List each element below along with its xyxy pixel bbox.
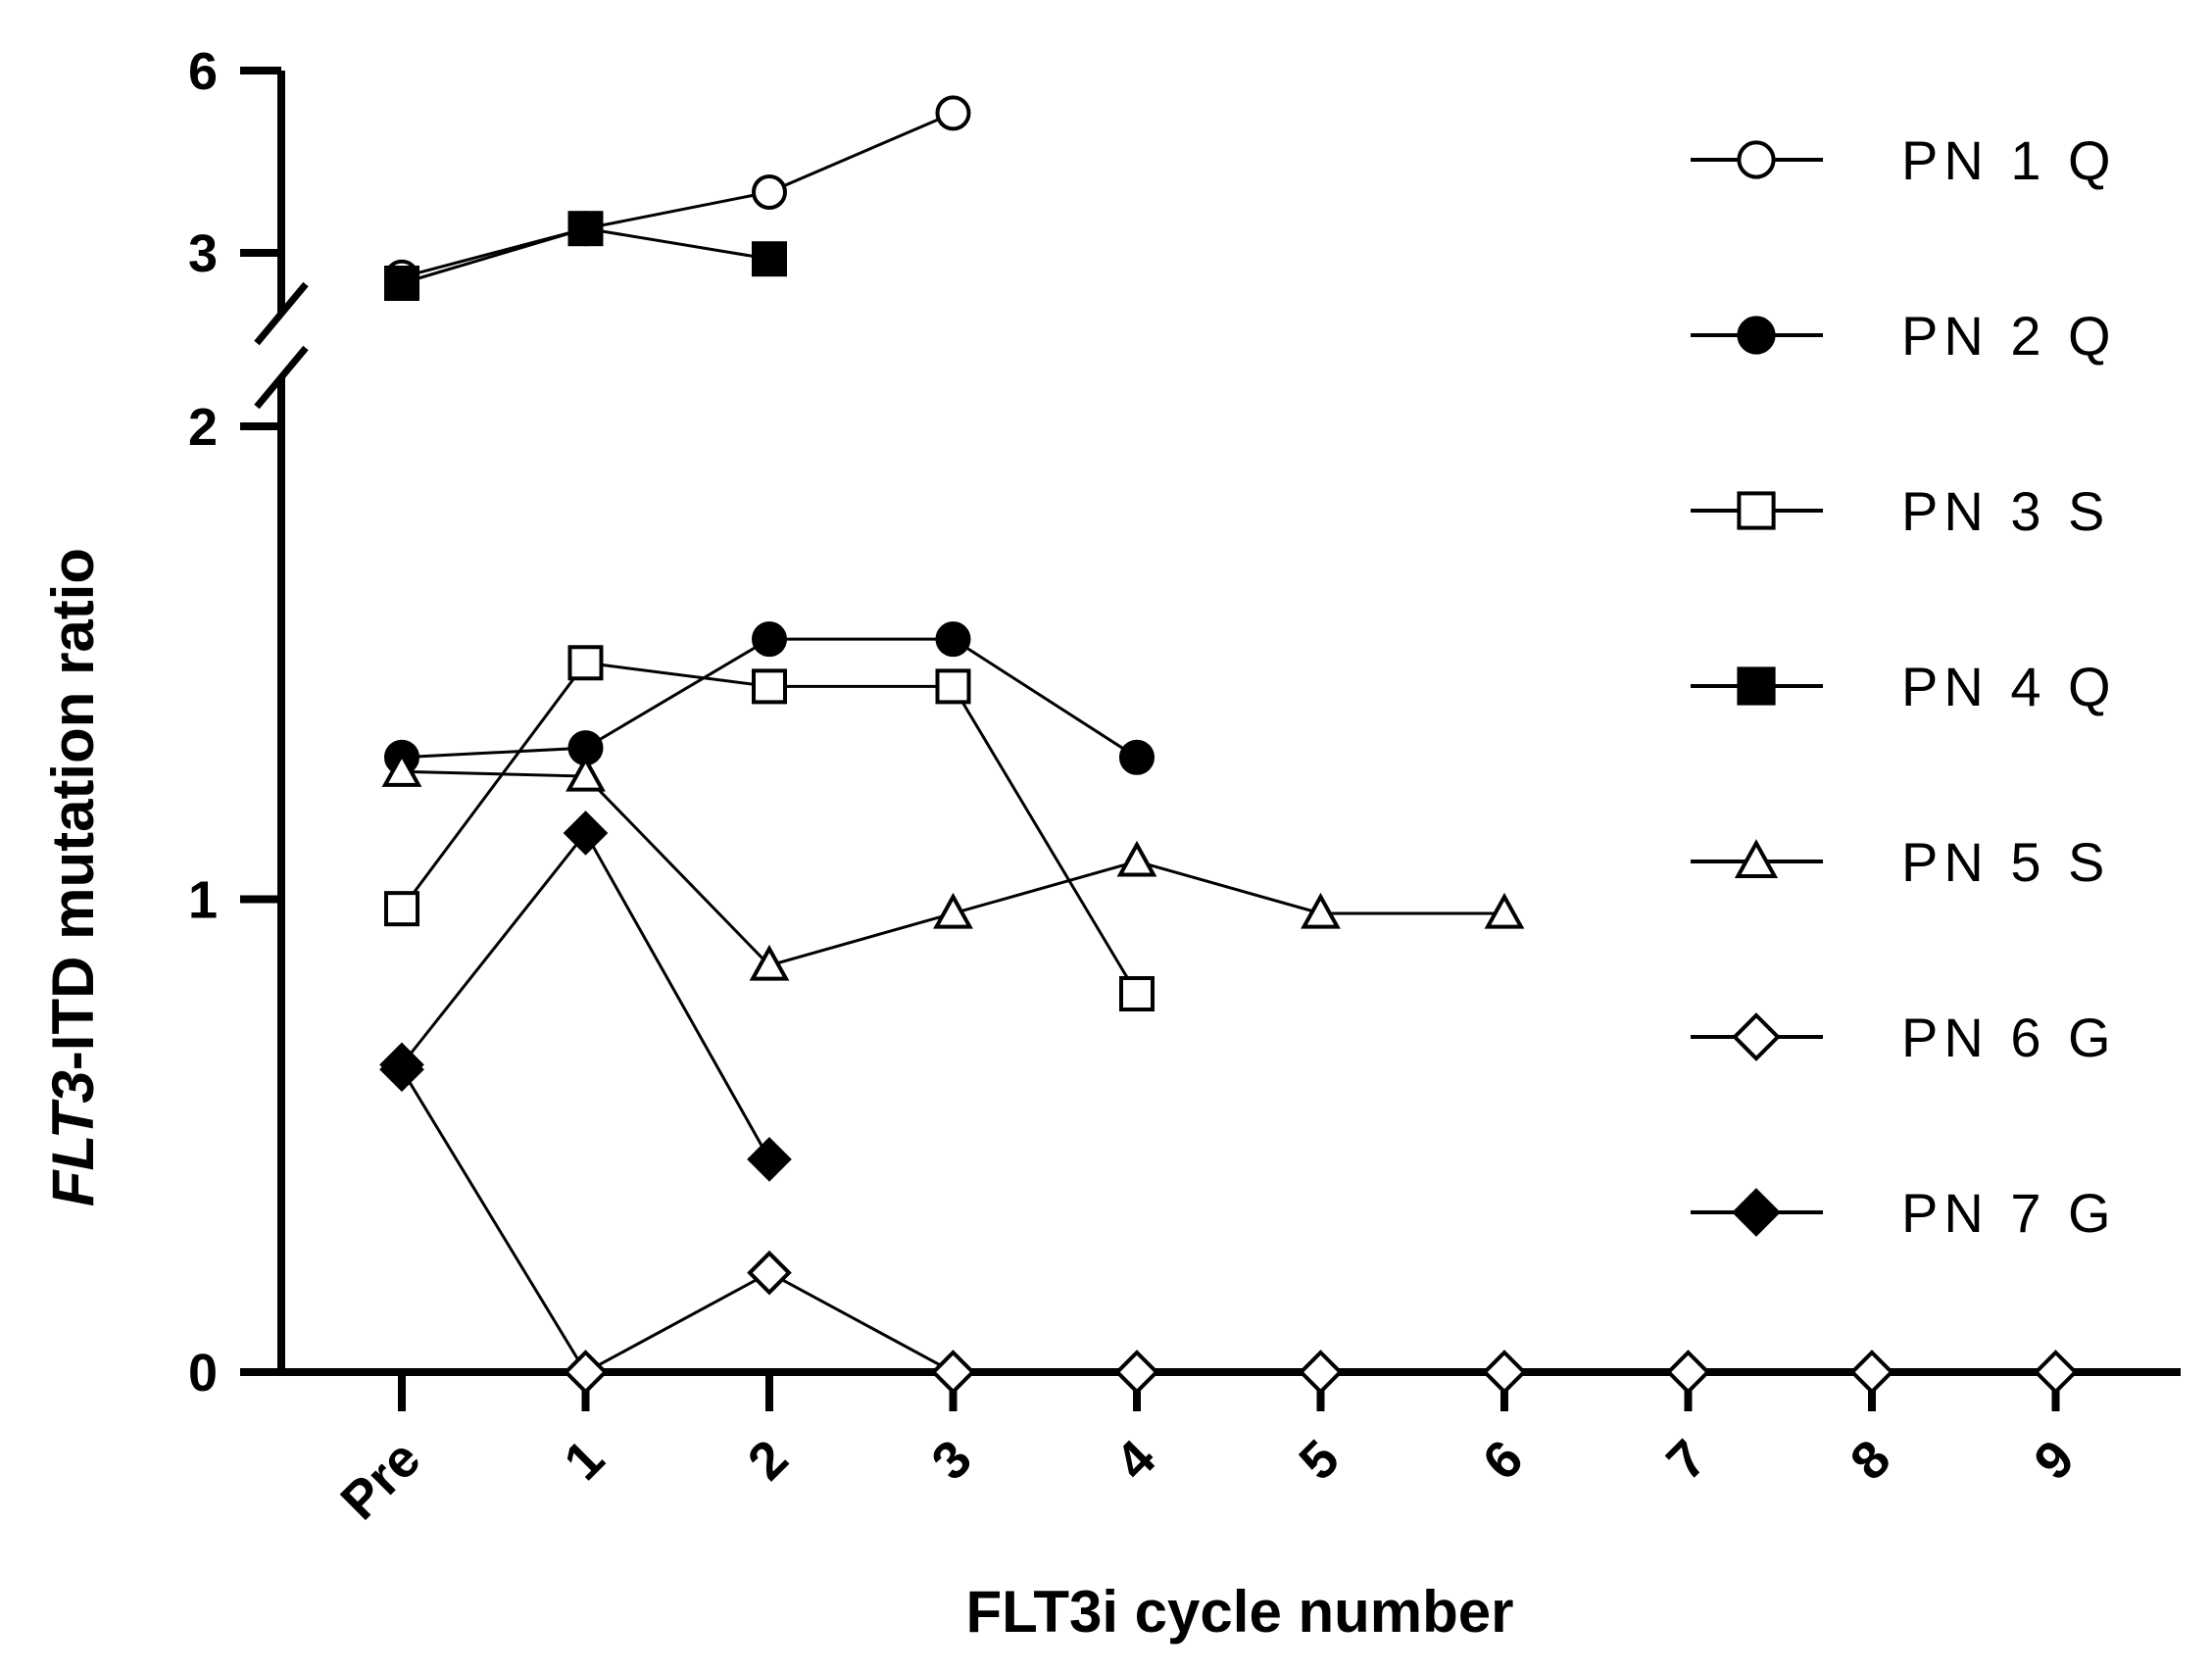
- legend-label-pn-6-g: PN 6 G: [1901, 1007, 2117, 1068]
- y-tick-label: 0: [188, 1344, 218, 1402]
- legend-label-pn-4-q: PN 4 Q: [1901, 656, 2117, 717]
- y-tick-label: 3: [188, 224, 218, 283]
- legend-marker-pn-5-s: [1734, 839, 1779, 878]
- data-point-pn-1-q: [752, 174, 787, 210]
- legend: PN 1 Q PN 2 Q PN 3 S PN 4 Q PN 5 S PN 6 G PN 7…: [1691, 129, 2117, 1244]
- data-point-pn-6-g: [563, 1350, 609, 1395]
- data-point-pn-3-s: [1119, 976, 1155, 1011]
- axis-break-mark-lower: [254, 345, 309, 410]
- y-tick-label: 1: [188, 871, 218, 930]
- legend-marker-pn-7-g: [1732, 1188, 1781, 1237]
- data-point-pn-5-s: [1116, 840, 1157, 877]
- data-point-pn-6-g: [1298, 1350, 1344, 1395]
- data-point-pn-2-q: [1119, 739, 1155, 775]
- series-line-pn-1-q: [401, 112, 955, 279]
- legend-label-pn-5-s: PN 5 S: [1901, 831, 2110, 893]
- data-point-pn-7-g: [563, 811, 609, 856]
- data-point-pn-6-g: [1114, 1350, 1159, 1395]
- data-point-pn-7-g: [379, 1042, 424, 1088]
- y-axis-title-rest: -ITD mutation ratio: [40, 548, 106, 1070]
- legend-label-pn-7-g: PN 7 G: [1901, 1182, 2117, 1244]
- series-line-pn-6-g: [400, 1068, 2056, 1374]
- data-point-pn-5-s: [749, 944, 790, 981]
- data-point-pn-3-s: [752, 668, 787, 705]
- y-axis-title-italic: FLT3: [40, 1070, 106, 1206]
- data-point-pn-5-s: [565, 755, 606, 792]
- y-tick-label: 2: [188, 398, 218, 457]
- data-point-pn-5-s: [381, 751, 422, 787]
- data-point-pn-6-g: [747, 1250, 792, 1296]
- data-point-pn-6-g: [1665, 1350, 1711, 1395]
- legend-label-pn-3-s: PN 3 S: [1901, 480, 2110, 542]
- legend-marker-pn-3-s: [1737, 491, 1776, 530]
- data-point-pn-2-q: [935, 621, 971, 658]
- y-axis-title: FLT3-ITD mutation ratio: [40, 548, 106, 1206]
- y-tick-label: 6: [188, 42, 218, 101]
- legend-marker-pn-6-g: [1732, 1012, 1781, 1061]
- data-point-pn-7-g: [747, 1137, 792, 1182]
- data-point-pn-5-s: [933, 892, 973, 929]
- data-point-pn-4-q: [752, 241, 787, 277]
- legend-marker-pn-4-q: [1737, 666, 1776, 706]
- legend-marker-pn-1-q: [1737, 140, 1776, 179]
- legend-label-pn-2-q: PN 2 Q: [1901, 305, 2117, 367]
- data-point-pn-2-q: [752, 621, 787, 658]
- data-point-pn-4-q: [384, 266, 419, 301]
- data-point-pn-6-g: [2033, 1350, 2079, 1395]
- data-point-pn-6-g: [1849, 1350, 1894, 1395]
- data-point-pn-3-s: [567, 645, 604, 681]
- x-axis-title: FLT3i cycle number: [965, 1579, 1513, 1645]
- data-point-pn-3-s: [384, 891, 419, 927]
- legend-marker-pn-2-q: [1737, 316, 1776, 355]
- legend-label-pn-1-q: PN 1 Q: [1901, 129, 2117, 191]
- data-point-pn-4-q: [567, 211, 604, 247]
- data-point-pn-6-g: [930, 1350, 976, 1395]
- series-markers: [379, 95, 2079, 1395]
- data-point-pn-5-s: [1301, 892, 1341, 929]
- data-point-pn-1-q: [935, 95, 971, 131]
- axis-break-mark-upper: [254, 281, 309, 346]
- data-point-pn-5-s: [1484, 892, 1525, 929]
- data-point-pn-6-g: [1482, 1350, 1527, 1395]
- data-point-pn-3-s: [935, 668, 971, 705]
